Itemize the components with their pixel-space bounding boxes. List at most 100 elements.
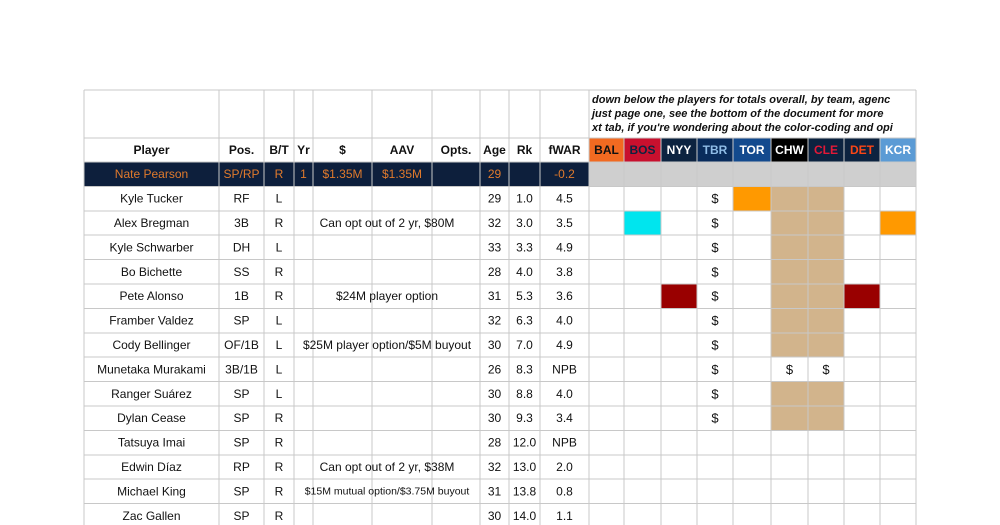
player-fwar: 4.9 <box>556 338 573 352</box>
player-rank: 12.0 <box>513 436 537 450</box>
player-rank: 3.3 <box>516 240 533 254</box>
player-position: SS <box>233 265 249 279</box>
column-header-dollars: $ <box>339 143 346 157</box>
team-header-tbr[interactable] <box>697 138 733 162</box>
column-header-yr: Yr <box>297 143 310 157</box>
team-header-bos[interactable] <box>624 138 661 162</box>
player-bats-throws: L <box>276 314 283 328</box>
selected-cell-aav: $1.35M <box>382 167 422 181</box>
player-name: Framber Valdez <box>109 314 193 328</box>
player-position: SP <box>233 484 249 498</box>
selected-cell-fwar: -0.2 <box>554 167 575 181</box>
team-note: down below the players for totals overal… <box>590 94 894 134</box>
team-cell-color <box>733 186 771 211</box>
selected-cell-bt: R <box>275 167 284 181</box>
team-header-bal[interactable] <box>589 138 624 162</box>
player-position: SP <box>233 509 249 523</box>
player-name: Pete Alonso <box>119 289 183 303</box>
player-age: 32 <box>488 216 502 230</box>
team-header-nyy[interactable] <box>661 138 697 162</box>
player-bats-throws: R <box>275 460 284 474</box>
player-position: RF <box>234 192 250 206</box>
player-rank: 7.0 <box>516 338 533 352</box>
player-rank: 13.0 <box>513 460 537 474</box>
player-fwar: 3.5 <box>556 216 573 230</box>
player-fwar: 4.9 <box>556 240 573 254</box>
player-bats-throws: R <box>275 216 284 230</box>
column-header-opts: Opts. <box>441 143 472 157</box>
contract-note: Can opt out of 2 yr, $80M <box>320 216 455 230</box>
player-name: Edwin Díaz <box>121 460 182 474</box>
column-header-bt: B/T <box>269 143 289 157</box>
player-bats-throws: R <box>275 484 284 498</box>
player-bats-throws: R <box>275 436 284 450</box>
team-interest-dollar: $ <box>711 289 719 304</box>
team-cell-color <box>771 259 808 284</box>
player-name: Alex Bregman <box>114 216 189 230</box>
column-header-age: Age <box>483 143 506 157</box>
team-interest-dollar: $ <box>711 191 719 206</box>
column-header-rk: Rk <box>517 143 533 157</box>
team-cell-color <box>808 406 844 431</box>
player-age: 28 <box>488 436 502 450</box>
team-header-cle[interactable] <box>808 138 844 162</box>
team-header-label: TBR <box>703 143 728 157</box>
team-header-label: CHW <box>775 143 804 157</box>
player-name: Dylan Cease <box>117 411 186 425</box>
team-header-det[interactable] <box>844 138 880 162</box>
column-header-fwar: fWAR <box>549 143 581 157</box>
player-position: 3B/1B <box>225 362 258 376</box>
player-fwar: 3.4 <box>556 411 573 425</box>
team-cell-color <box>808 259 844 284</box>
contract-note: Can opt out of 2 yr, $38M <box>320 460 455 474</box>
player-fwar: 3.8 <box>556 265 573 279</box>
selected-cell-yr: 1 <box>300 167 307 181</box>
player-rank: 1.0 <box>516 192 533 206</box>
player-name: Ranger Suárez <box>111 387 192 401</box>
team-header-label: BAL <box>594 143 619 157</box>
player-position: 3B <box>234 216 249 230</box>
contract-note: $25M player option/$5M buyout <box>303 338 472 352</box>
player-rank: 3.0 <box>516 216 533 230</box>
player-fwar: 4.0 <box>556 314 573 328</box>
player-bats-throws: L <box>276 362 283 376</box>
player-position: OF/1B <box>224 338 259 352</box>
player-bats-throws: L <box>276 338 283 352</box>
column-header-player: Player <box>133 143 169 157</box>
team-header-tor[interactable] <box>733 138 771 162</box>
player-age: 33 <box>488 240 502 254</box>
team-cell-color <box>771 332 808 358</box>
contract-note: $15M mutual option/$3.75M buyout <box>305 485 470 497</box>
player-age: 30 <box>488 338 502 352</box>
team-cell-color <box>771 406 808 431</box>
selected-cell-age: 29 <box>488 167 502 181</box>
team-cell-color <box>771 381 808 406</box>
team-header-kcr[interactable] <box>880 138 916 162</box>
team-cell-color <box>771 308 808 333</box>
player-rank: 9.3 <box>516 411 533 425</box>
team-cell-color <box>808 332 844 358</box>
player-name: Cody Bellinger <box>112 338 190 352</box>
selected-row-highlight[interactable] <box>84 162 589 187</box>
team-interest-dollar: $ <box>822 362 830 377</box>
team-cell-color <box>808 186 844 211</box>
player-position: SP <box>233 411 249 425</box>
selected-cell-dollars: $1.35M <box>322 167 362 181</box>
player-rank: 5.3 <box>516 289 533 303</box>
team-cell-color <box>844 284 880 309</box>
player-position: DH <box>233 240 250 254</box>
player-age: 30 <box>488 509 502 523</box>
player-position: SP <box>233 436 249 450</box>
team-header-chw[interactable] <box>771 138 808 162</box>
player-name: Michael King <box>117 484 186 498</box>
player-fwar: 0.8 <box>556 484 573 498</box>
player-name: Kyle Tucker <box>120 192 183 206</box>
player-rank: 14.0 <box>513 509 537 523</box>
player-position: RP <box>233 460 250 474</box>
team-interest-dollar: $ <box>786 362 794 377</box>
player-age: 32 <box>488 460 502 474</box>
team-header-label: KCR <box>885 143 911 157</box>
team-interest-dollar: $ <box>711 216 719 231</box>
team-cell-color <box>808 284 844 309</box>
